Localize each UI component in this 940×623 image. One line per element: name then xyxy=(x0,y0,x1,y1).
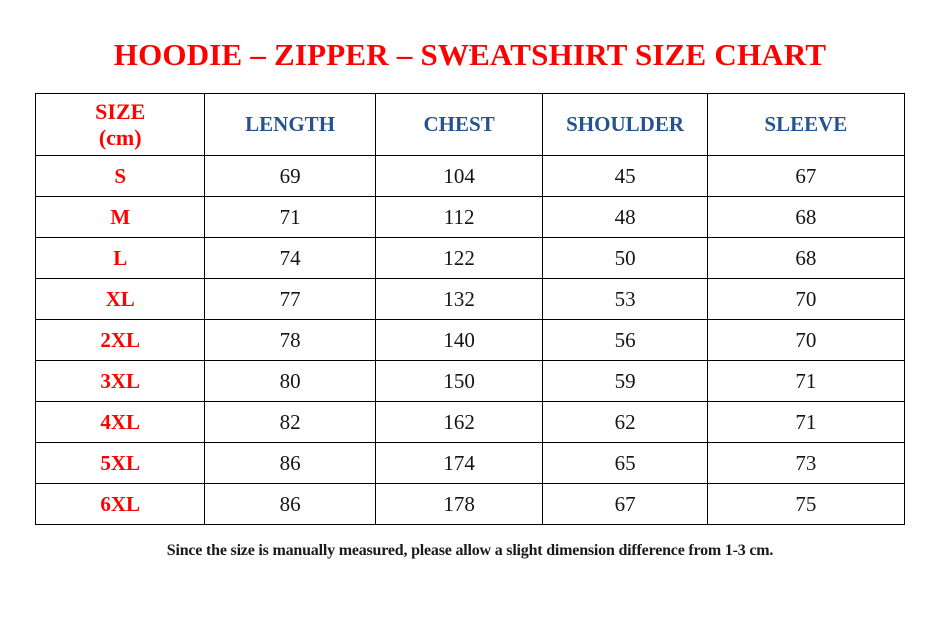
shoulder-value: 48 xyxy=(542,196,708,238)
chest-value: 174 xyxy=(374,442,544,484)
table-row: M 71 112 48 68 xyxy=(34,196,906,238)
chest-value: 132 xyxy=(374,278,544,320)
table-row: 3XL 80 150 59 71 xyxy=(34,360,906,402)
size-label: 5XL xyxy=(34,442,206,484)
length-value: 86 xyxy=(204,442,376,484)
shoulder-value: 45 xyxy=(542,155,708,197)
table-row: XL 77 132 53 70 xyxy=(34,278,906,320)
size-label: 2XL xyxy=(34,319,206,361)
chest-value: 162 xyxy=(374,401,544,443)
chest-value: 112 xyxy=(374,196,544,238)
sleeve-value: 70 xyxy=(706,319,906,361)
length-value: 77 xyxy=(204,278,376,320)
shoulder-value: 56 xyxy=(542,319,708,361)
sleeve-value: 68 xyxy=(706,237,906,279)
top-dot-artifact: . xyxy=(468,42,472,54)
shoulder-value: 65 xyxy=(542,442,708,484)
table-row: 5XL 86 174 65 73 xyxy=(34,442,906,484)
column-header-chest: CHEST xyxy=(374,93,544,156)
sleeve-value: 68 xyxy=(706,196,906,238)
sleeve-value: 67 xyxy=(706,155,906,197)
chest-value: 104 xyxy=(374,155,544,197)
size-label: S xyxy=(34,155,206,197)
shoulder-value: 50 xyxy=(542,237,708,279)
size-header-line2: (cm) xyxy=(98,124,142,150)
length-value: 74 xyxy=(204,237,376,279)
chest-value: 150 xyxy=(374,360,544,402)
chest-value: 122 xyxy=(374,237,544,279)
table-header-row: SIZE (cm) LENGTH CHEST SHOULDER SLEEVE xyxy=(34,93,906,156)
shoulder-value: 67 xyxy=(542,483,708,525)
table-row: 6XL 86 178 67 75 xyxy=(34,483,906,525)
measurement-disclaimer: Since the size is manually measured, ple… xyxy=(166,542,774,559)
size-label: M xyxy=(34,196,206,238)
sleeve-value: 70 xyxy=(706,278,906,320)
table-row: S 69 104 45 67 xyxy=(34,155,906,197)
length-value: 82 xyxy=(204,401,376,443)
column-header-shoulder: SHOULDER xyxy=(542,93,708,156)
sleeve-value: 71 xyxy=(706,401,906,443)
table-row: 2XL 78 140 56 70 xyxy=(34,319,906,361)
size-label: 3XL xyxy=(34,360,206,402)
chest-value: 140 xyxy=(374,319,544,361)
shoulder-value: 59 xyxy=(542,360,708,402)
table-row: L 74 122 50 68 xyxy=(34,237,906,279)
sleeve-value: 73 xyxy=(706,442,906,484)
chest-value: 178 xyxy=(374,483,544,525)
column-header-sleeve: SLEEVE xyxy=(706,93,906,156)
size-label: L xyxy=(34,237,206,279)
length-value: 69 xyxy=(204,155,376,197)
size-chart-table: SIZE (cm) LENGTH CHEST SHOULDER SLEEVE S… xyxy=(34,93,906,525)
column-header-size: SIZE (cm) xyxy=(34,93,206,156)
size-label: 6XL xyxy=(34,483,206,525)
size-label: 4XL xyxy=(34,401,206,443)
page-title: HOODIE – ZIPPER – SWEATSHIRT SIZE CHART xyxy=(113,37,827,72)
length-value: 80 xyxy=(204,360,376,402)
table-row: 4XL 82 162 62 71 xyxy=(34,401,906,443)
size-header-line1: SIZE xyxy=(95,98,146,124)
column-header-length: LENGTH xyxy=(204,93,376,156)
shoulder-value: 62 xyxy=(542,401,708,443)
length-value: 78 xyxy=(204,319,376,361)
sleeve-value: 75 xyxy=(706,483,906,525)
shoulder-value: 53 xyxy=(542,278,708,320)
length-value: 86 xyxy=(204,483,376,525)
length-value: 71 xyxy=(204,196,376,238)
size-label: XL xyxy=(34,278,206,320)
sleeve-value: 71 xyxy=(706,360,906,402)
